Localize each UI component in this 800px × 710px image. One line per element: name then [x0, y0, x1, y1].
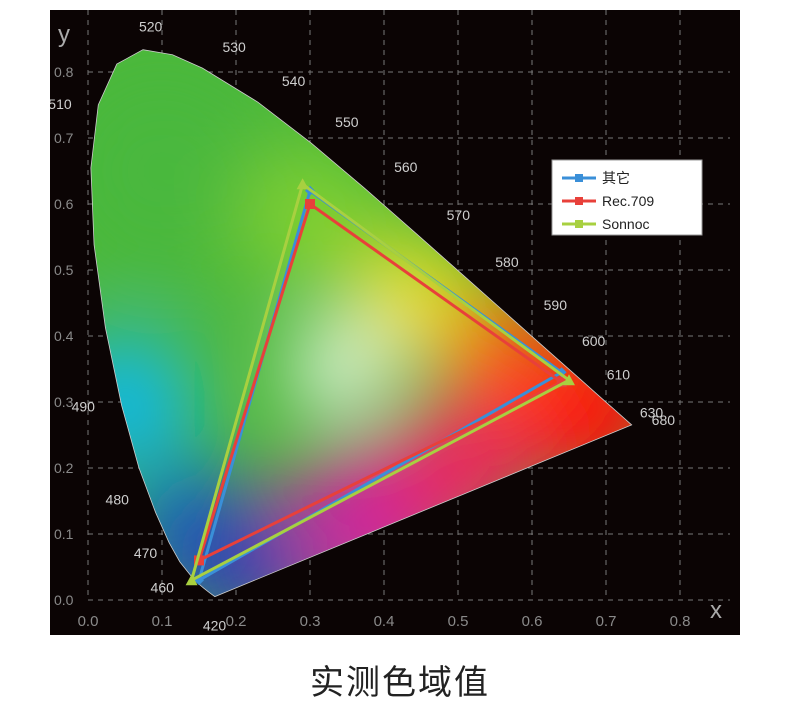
y-tick-label: 0.2 [54, 460, 74, 476]
x-tick-label: 0.1 [152, 613, 173, 630]
wavelength-label-560: 560 [394, 159, 418, 175]
x-tick-label: 0.4 [374, 613, 395, 630]
data-point [305, 199, 315, 209]
x-tick-label: 0.8 [670, 613, 691, 630]
wavelength-label-580: 580 [495, 254, 519, 270]
wavelength-label-530: 530 [222, 39, 246, 55]
chart-caption: 实测色域值 [310, 663, 490, 703]
x-tick-label: 0.7 [596, 613, 617, 630]
y-tick-label: 0.3 [54, 394, 74, 410]
wavelength-label-570: 570 [447, 207, 471, 223]
x-tick-label: 0.5 [448, 613, 469, 630]
wavelength-label-520: 520 [139, 19, 163, 35]
data-point [296, 178, 309, 190]
y-tick-label: 0.0 [54, 592, 74, 608]
wavelength-label-630: 630 [640, 404, 664, 420]
wavelength-label-480: 480 [106, 491, 130, 507]
gamut-Sonnoc [185, 178, 575, 586]
y-tick-label: 0.7 [54, 130, 74, 146]
y-axis-label: y [58, 21, 70, 48]
x-tick-label: 0.0 [78, 613, 99, 630]
data-point [563, 374, 575, 386]
legend: 其它 Rec.709 Sonnoc [551, 159, 703, 236]
legend-label: 其它 [602, 170, 630, 186]
y-tick-label: 0.1 [54, 526, 74, 542]
x-tick-label: 0.2 [226, 613, 247, 630]
x-tick-label: 0.6 [522, 613, 543, 630]
legend-label: Rec.709 [602, 193, 654, 209]
wavelength-label-510: 510 [50, 96, 72, 112]
x-axis-label: x [710, 597, 722, 624]
wavelength-label-460: 460 [151, 579, 175, 595]
spectral-locus-outline [90, 49, 633, 598]
legend-label: Sonnoc [602, 216, 649, 232]
y-tick-label: 0.8 [54, 64, 74, 80]
gamut-triangle [196, 201, 565, 564]
x-tick-label: 0.3 [300, 613, 321, 630]
wavelength-label-680: 680 [652, 412, 676, 428]
wavelength-label-420: 420 [203, 618, 227, 634]
y-tick-label: 0.4 [54, 328, 74, 344]
data-point [194, 555, 204, 566]
wavelength-label-610: 610 [607, 367, 631, 383]
wavelength-label-540: 540 [282, 73, 306, 89]
cie-chromaticity-chart: 0.0 0.1 0.2 0.3 0.4 0.5 0.6 0.7 0.8 0.0 0.1 0.2 0.3 0… [48, 10, 740, 635]
wavelength-label-590: 590 [544, 297, 568, 313]
gamut-triangle [189, 181, 572, 584]
y-tick-label: 0.5 [54, 262, 74, 278]
chart-svg: 0.0 0.1 0.2 0.3 0.4 0.5 0.6 0.7 0.8 0.0 0.1 0.2 0.3 0… [48, 10, 730, 634]
y-tick-label: 0.6 [54, 196, 74, 212]
data-point [185, 574, 198, 586]
wavelength-label-490: 490 [72, 398, 96, 414]
wavelength-label-550: 550 [335, 114, 359, 130]
wavelength-label-600: 600 [582, 333, 606, 349]
wavelength-label-470: 470 [134, 545, 158, 561]
data-point [556, 377, 567, 388]
gamut-Rec.709 [194, 199, 567, 566]
